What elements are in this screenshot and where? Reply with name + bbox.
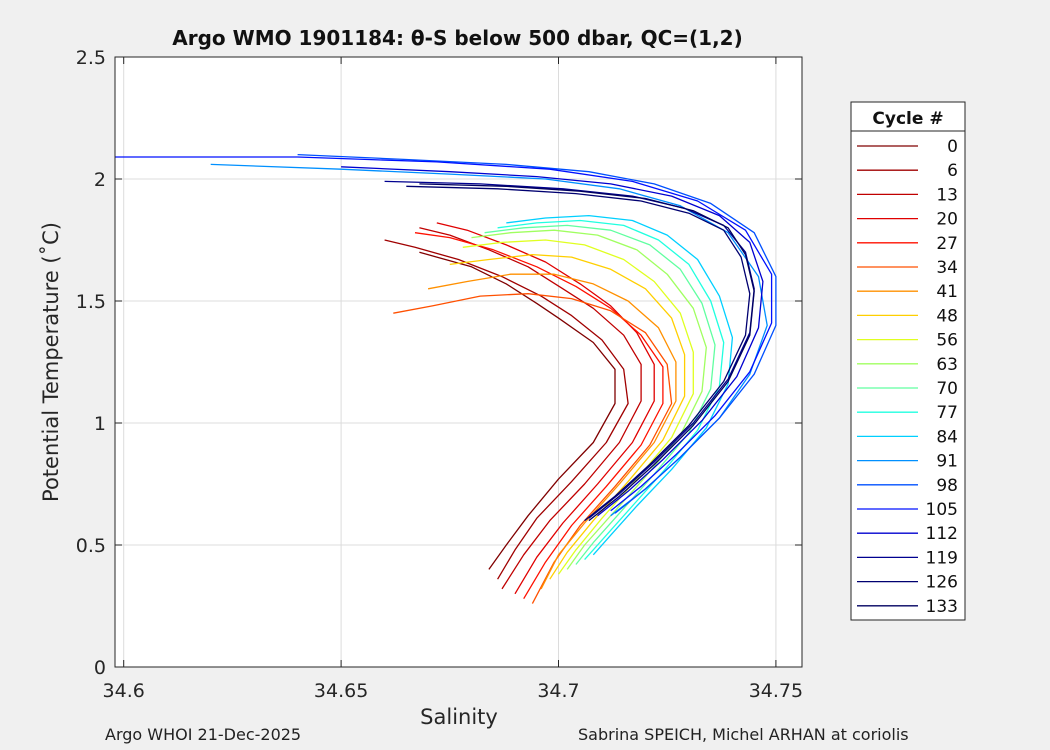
- legend-label-6: 6: [947, 161, 958, 181]
- axis-ticks: [115, 56, 802, 668]
- series-line-cycle-63: [471, 229, 707, 570]
- series-line-cycle-98: [297, 153, 777, 514]
- legend-label-20: 20: [936, 210, 958, 230]
- legend-label-63: 63: [936, 355, 958, 375]
- y-axis-label: Potential Temperature (˚C): [39, 222, 63, 502]
- legend-label-27: 27: [936, 234, 958, 254]
- series-line-cycle-133: [419, 183, 755, 522]
- series-line-cycle-13: [419, 227, 642, 590]
- legend-label-105: 105: [926, 500, 958, 520]
- y-tick-label: 1.5: [76, 291, 106, 313]
- legend-items: 0 6 13 20 27 34 41 48 56 63 70 77 84 91 98 105 112 119 126…: [857, 137, 958, 617]
- footer-left: Argo WHOI 21-Dec-2025: [105, 725, 302, 744]
- y-tick-labels: 0 0.5 1 1.5 2 2.5: [76, 47, 106, 679]
- chart-title: Argo WMO 1901184: θ-S below 500 dbar, QC…: [172, 26, 743, 50]
- legend-label-133: 133: [926, 597, 958, 617]
- series-line-cycle-20: [436, 222, 655, 595]
- x-tick-label: 34.75: [749, 680, 803, 702]
- plot-frame: [114, 56, 803, 668]
- series-line-cycle-77: [497, 219, 725, 561]
- y-tick-label: 0.5: [76, 535, 106, 557]
- legend: Cycle # 0 6 13 20 27 34 41 48 56 63 70 77 84 91 98 105 1…: [850, 101, 966, 621]
- legend-label-77: 77: [936, 403, 958, 423]
- series-line-cycle-70: [484, 224, 716, 565]
- series-line-cycle-27: [414, 232, 664, 600]
- legend-label-112: 112: [926, 524, 958, 544]
- y-tick-label: 2.5: [76, 47, 106, 69]
- legend-label-0: 0: [947, 137, 958, 157]
- plot-area: [115, 57, 802, 667]
- series-line-cycle-56: [462, 239, 694, 575]
- x-tick-label: 34.6: [103, 680, 145, 702]
- series-lines: [115, 153, 777, 604]
- x-tick-label: 34.7: [537, 680, 579, 702]
- y-tick-label: 1: [94, 413, 106, 435]
- series-line-cycle-84: [506, 214, 734, 556]
- x-tick-labels: 34.6 34.65 34.7 34.75: [103, 680, 804, 702]
- legend-label-119: 119: [926, 548, 958, 568]
- legend-label-41: 41: [936, 282, 958, 302]
- series-line-cycle-126: [406, 185, 751, 522]
- legend-label-98: 98: [936, 476, 958, 496]
- legend-label-70: 70: [936, 379, 958, 399]
- series-line-cycle-112: [341, 166, 764, 517]
- series-line-cycle-105: [115, 156, 773, 512]
- legend-label-84: 84: [936, 427, 958, 447]
- legend-label-13: 13: [936, 185, 958, 205]
- y-tick-label: 2: [94, 169, 106, 191]
- legend-label-48: 48: [936, 306, 958, 326]
- x-axis-label: Salinity: [420, 705, 498, 729]
- legend-label-56: 56: [936, 331, 958, 351]
- legend-label-126: 126: [926, 573, 958, 593]
- footer-right: Sabrina SPEICH, Michel ARHAN at coriolis: [578, 725, 909, 744]
- legend-title: Cycle #: [872, 109, 943, 129]
- y-tick-label: 0: [94, 657, 106, 679]
- series-line-cycle-0: [419, 251, 616, 570]
- legend-label-91: 91: [936, 452, 958, 472]
- legend-label-34: 34: [936, 258, 958, 278]
- x-tick-label: 34.65: [314, 680, 368, 702]
